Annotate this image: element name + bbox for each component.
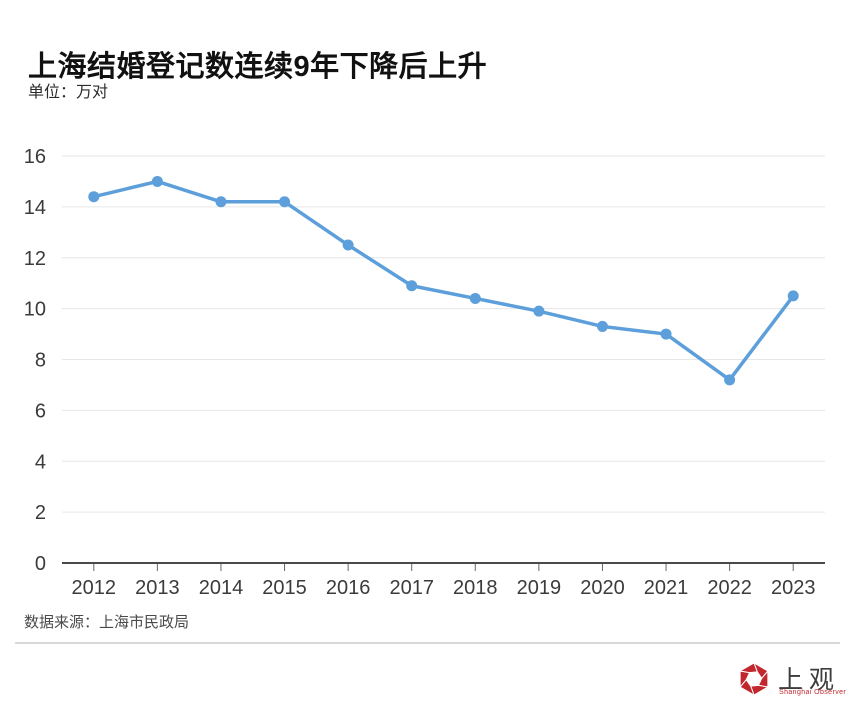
y-tick-label: 6	[35, 400, 46, 422]
data-point	[469, 292, 481, 304]
x-tick-label: 2020	[580, 577, 625, 599]
logo-text: 上观	[778, 666, 841, 694]
data-point	[342, 239, 354, 251]
data-point	[533, 305, 545, 317]
data-point	[215, 196, 227, 208]
unit-label: 单位：万对	[28, 84, 109, 101]
data-point	[406, 280, 418, 292]
x-tick-label: 2018	[453, 577, 498, 599]
x-tick-label: 2021	[644, 577, 689, 599]
data-source-label: 数据来源：上海市民政局	[24, 614, 190, 631]
aperture-logo-icon	[738, 662, 770, 696]
data-point	[88, 191, 100, 203]
x-tick-label: 2013	[135, 577, 180, 599]
aperture-blade	[738, 662, 758, 674]
data-point	[724, 374, 736, 386]
data-point	[596, 320, 608, 332]
x-tick-label: 2017	[389, 577, 434, 599]
data-point	[151, 175, 163, 187]
y-tick-label: 10	[24, 299, 46, 321]
y-tick-label: 2	[35, 502, 46, 524]
x-tick-label: 2023	[771, 577, 816, 599]
logo-subtext: Shanghai Observer	[779, 689, 847, 696]
footer-divider	[15, 642, 840, 644]
x-tick-label: 2015	[262, 577, 307, 599]
y-tick-label: 16	[24, 146, 46, 168]
trend-line	[92, 179, 795, 382]
data-point	[787, 290, 799, 302]
chart-title: 上海结婚登记数连续9年下降后上升	[28, 51, 488, 84]
y-tick-label: 0	[35, 553, 46, 575]
shanghai-observer-logo: 上观 Shanghai Observer	[737, 660, 846, 702]
y-tick-label: 14	[24, 197, 46, 219]
y-tick-label: 12	[24, 248, 46, 270]
data-point	[660, 328, 672, 340]
data-point	[279, 196, 291, 208]
x-tick-label: 2016	[326, 577, 371, 599]
x-tick-label: 2014	[199, 577, 244, 599]
x-tick-label: 2022	[707, 577, 752, 599]
x-tick-label: 2012	[72, 577, 117, 599]
y-tick-label: 4	[35, 451, 46, 473]
y-tick-label: 8	[35, 350, 46, 372]
x-tick-label: 2019	[517, 577, 562, 599]
